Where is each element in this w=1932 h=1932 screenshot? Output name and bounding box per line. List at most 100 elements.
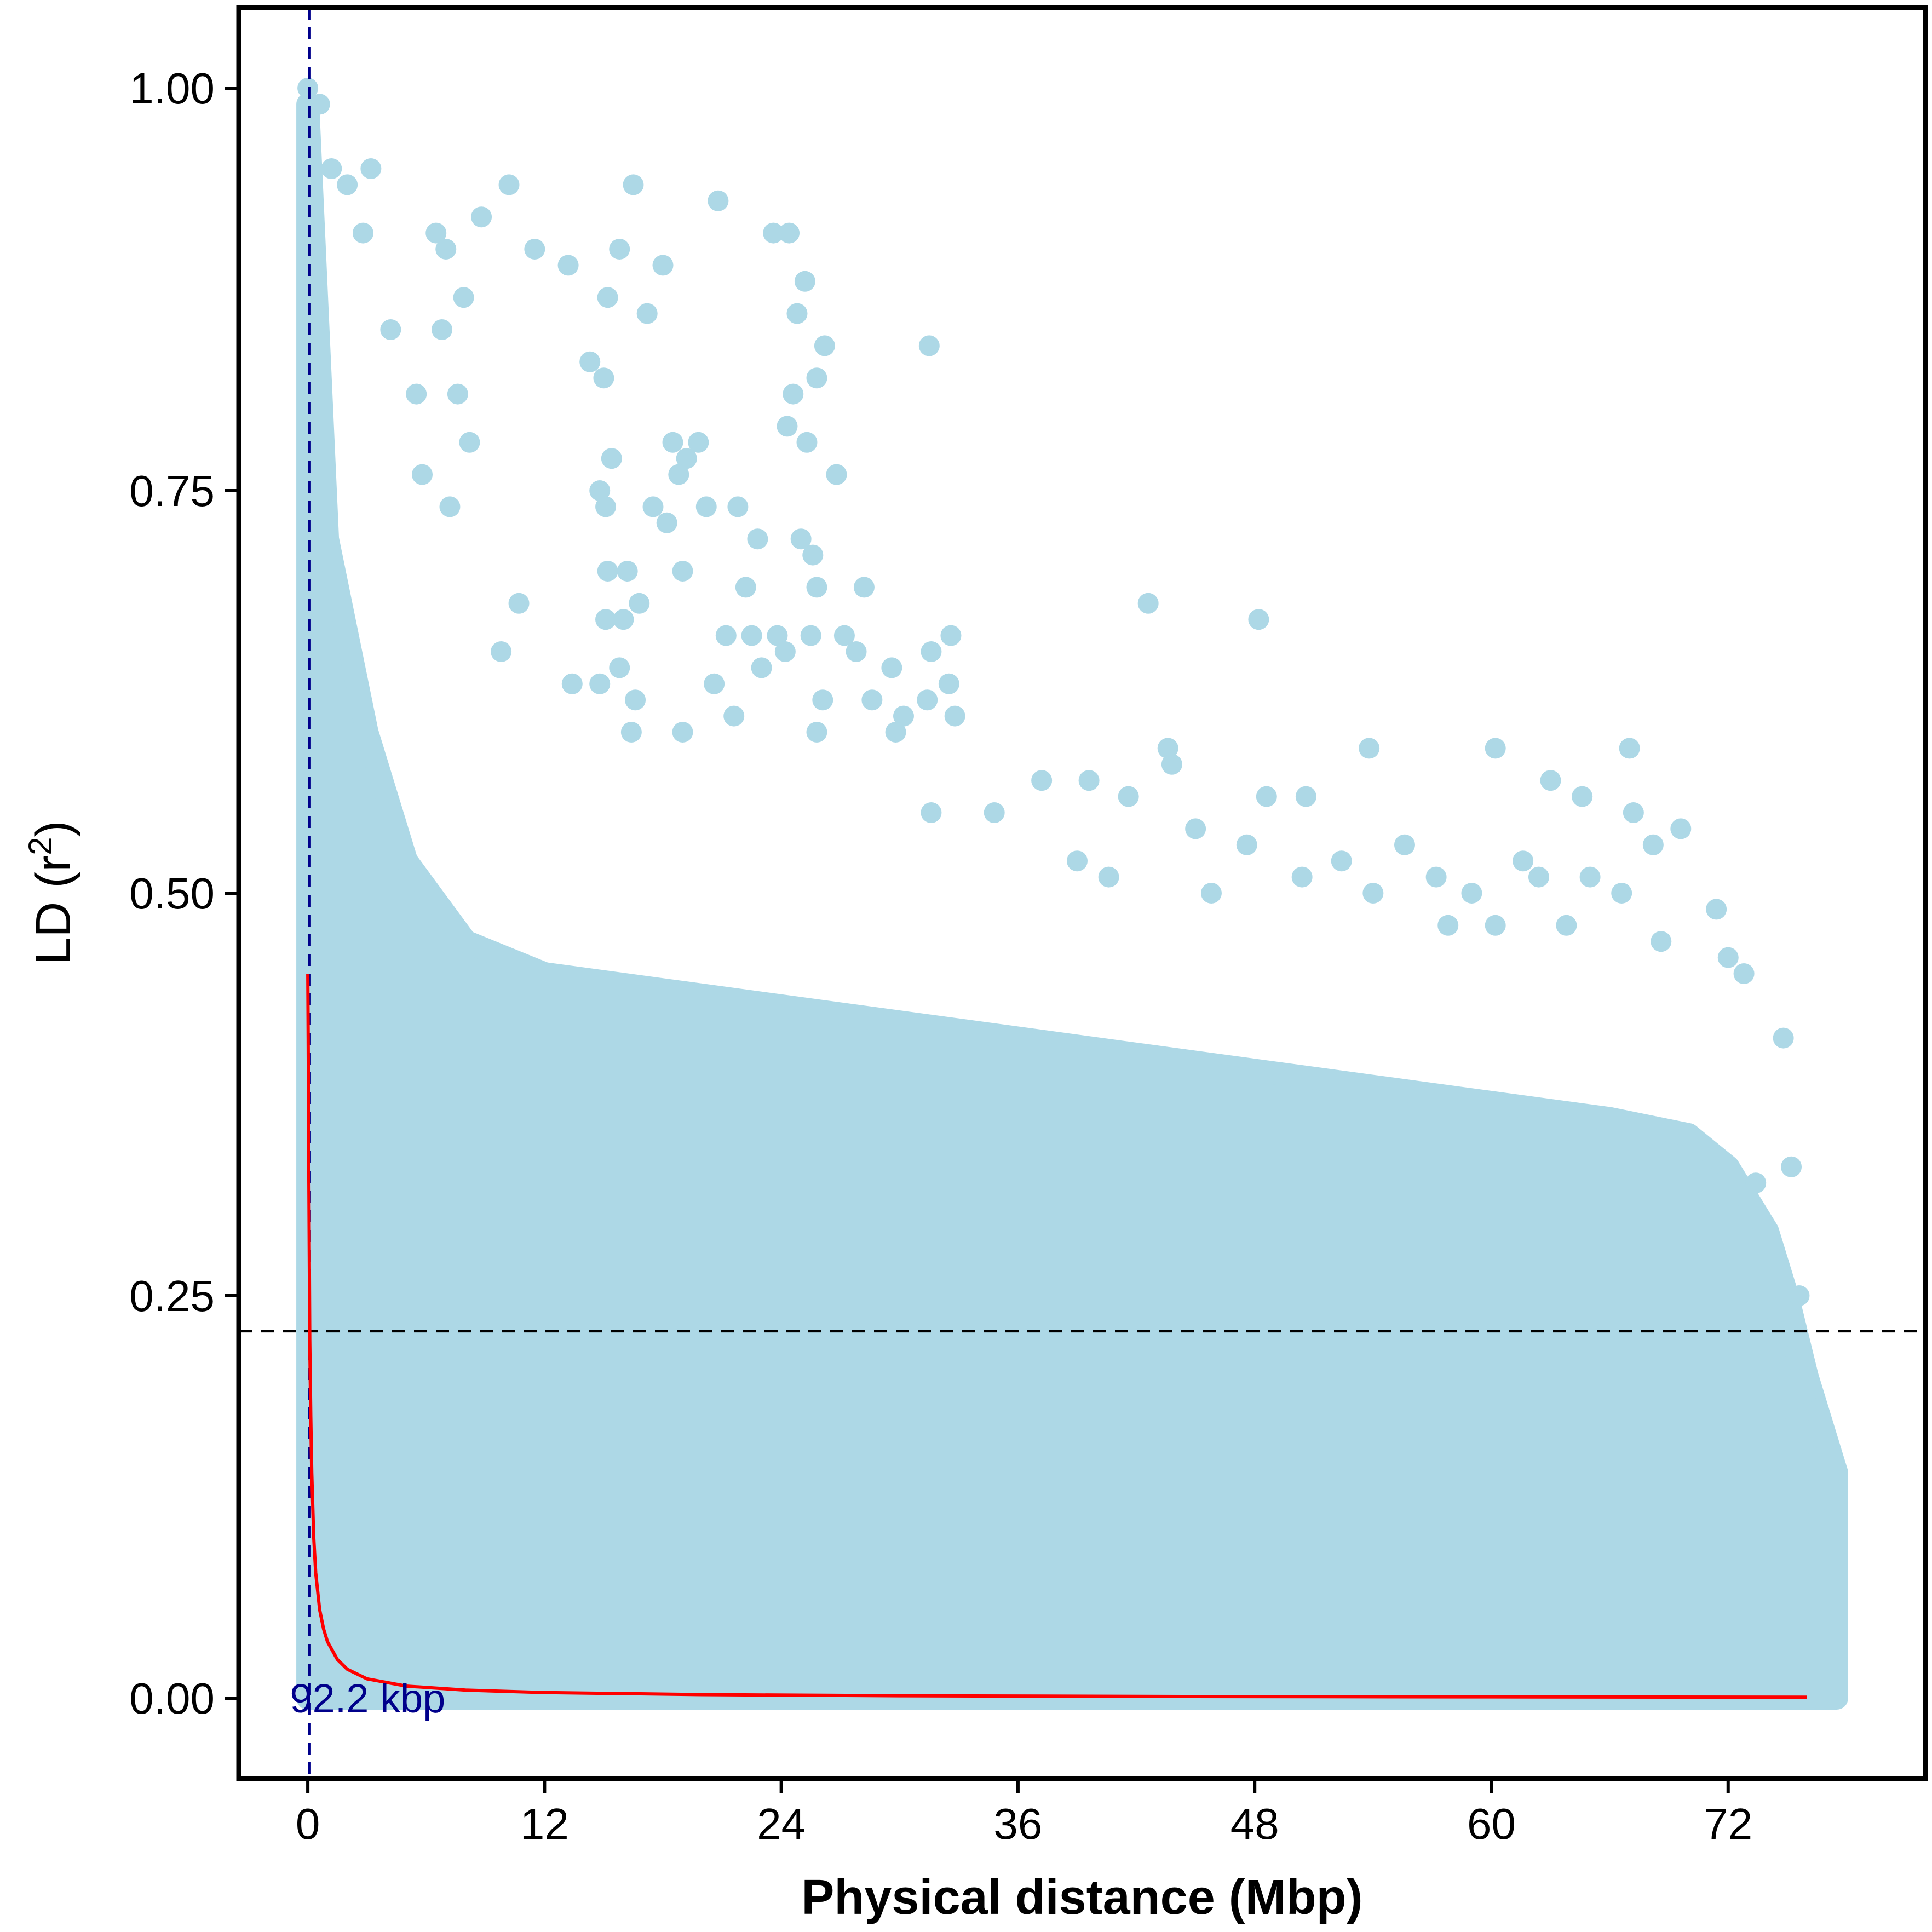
scatter-point <box>337 174 358 196</box>
scatter-point <box>593 367 614 389</box>
reference-lines-layer <box>239 8 1925 1779</box>
scatter-point <box>609 239 630 260</box>
scatter-point <box>747 528 768 550</box>
y-tick-label: 0.75 <box>129 467 215 515</box>
scatter-point <box>668 464 689 485</box>
scatter-point <box>1670 818 1692 840</box>
scatter-point <box>796 432 818 453</box>
scatter-point <box>589 480 611 501</box>
scatter-point <box>779 222 800 244</box>
x-axis-title: Physical distance (Mbp) <box>801 1870 1362 1925</box>
scatter-point <box>812 689 833 711</box>
scatter-point <box>321 158 342 179</box>
scatter-point <box>1394 834 1415 855</box>
scatter-point <box>508 593 530 614</box>
scatter-point <box>491 641 512 662</box>
scatter-point <box>1359 738 1380 759</box>
scatter-point <box>1461 883 1482 904</box>
y-axis-title-main: LD (r <box>26 855 81 965</box>
scatter-point <box>783 383 804 405</box>
scatter-point <box>406 383 427 405</box>
scatter-point <box>1623 802 1644 823</box>
scatter-point <box>1485 915 1506 936</box>
scatter-point <box>1291 866 1313 888</box>
scatter-point <box>1773 1027 1794 1049</box>
scatter-point <box>1528 866 1549 888</box>
scatter-point <box>826 464 847 485</box>
scatter-point <box>688 432 709 453</box>
scatter-point <box>1642 834 1664 855</box>
scatter-point <box>662 432 683 453</box>
scatter-point <box>1706 899 1727 920</box>
scatter-point <box>471 206 492 228</box>
y-tick-label: 0.25 <box>129 1272 215 1320</box>
scatter-point <box>893 705 914 727</box>
scatter-point <box>786 303 808 324</box>
scatter-point <box>741 625 762 646</box>
scatter-point <box>806 722 827 743</box>
scatter-point <box>921 802 942 823</box>
scatter-point <box>814 335 835 357</box>
scatter-point <box>579 351 601 372</box>
scatter-point <box>1066 850 1088 872</box>
scatter-point <box>1425 866 1447 888</box>
scatter-point <box>727 496 749 518</box>
scatter-point <box>498 174 520 196</box>
scatter-point <box>426 222 447 244</box>
scatter-point <box>1161 754 1182 775</box>
scatter-point <box>459 432 480 453</box>
scatter-point <box>800 625 821 646</box>
scatter-point <box>833 625 855 646</box>
decay-distance-annotation: 92.2 kbp <box>290 1676 445 1721</box>
scatter-point <box>763 222 784 244</box>
scatter-point <box>1733 963 1755 984</box>
scatter-point <box>1789 1285 1810 1306</box>
scatter-point <box>557 255 579 276</box>
scatter-point <box>774 641 796 662</box>
scatter-point <box>1761 1317 1783 1338</box>
scatter-point <box>1200 883 1222 904</box>
scatter-point <box>1769 1301 1790 1323</box>
scatter-point <box>1785 1349 1806 1371</box>
scatter-point <box>1248 609 1269 630</box>
scatter-point <box>656 512 677 533</box>
scatter-point <box>751 657 772 679</box>
scatter-point <box>1438 915 1459 936</box>
scatter-point <box>1796 1382 1818 1403</box>
scatter-point <box>921 641 942 662</box>
scatter-point <box>360 158 382 179</box>
scatter-point <box>1362 883 1384 904</box>
scatter-point <box>1256 786 1277 807</box>
scatter-point <box>609 657 630 679</box>
scatter-point <box>623 174 644 196</box>
scatter-point <box>1611 883 1632 904</box>
scatter-point <box>984 802 1005 823</box>
scatter-point <box>432 319 453 340</box>
scatter-point <box>439 496 461 518</box>
x-tick-label: 72 <box>1704 1799 1752 1848</box>
scatter-point <box>767 625 788 646</box>
y-tick-label: 0.00 <box>129 1674 215 1723</box>
scatter-points-layer <box>297 78 1826 1516</box>
decay-curve-layer <box>306 973 1807 1699</box>
scatter-point <box>625 689 646 711</box>
scatter-point <box>447 383 468 405</box>
scatter-point <box>1118 786 1139 807</box>
scatter-point <box>1801 1446 1822 1467</box>
scatter-point <box>1236 834 1257 855</box>
scatter-point <box>885 722 906 743</box>
y-axis-title: LD (r2) <box>22 820 81 964</box>
scatter-point <box>652 255 674 276</box>
scatter-point <box>1776 1398 1798 1419</box>
scatter-point <box>695 496 717 518</box>
scatter-point <box>629 593 650 614</box>
scatter-point <box>672 561 693 582</box>
scatter-point <box>735 577 756 598</box>
plot-panel-border <box>236 5 1928 1781</box>
scatter-point <box>806 367 827 389</box>
scatter-point <box>806 577 827 598</box>
scatter-point <box>715 625 737 646</box>
scatter-point <box>944 705 965 727</box>
scatter-point <box>918 335 940 357</box>
scatter-point <box>589 673 611 694</box>
